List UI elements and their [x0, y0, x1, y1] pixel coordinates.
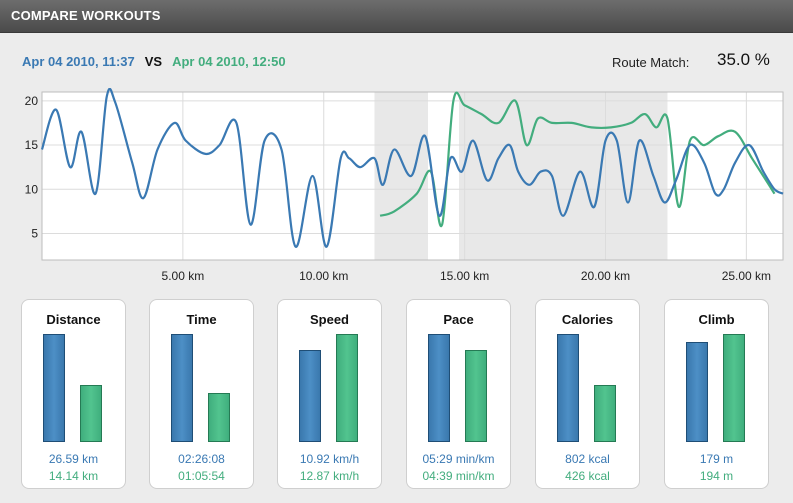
workout-b-value: 194 m — [699, 469, 734, 483]
workout-b-value: 04:39 min/km — [422, 469, 495, 483]
y-tick-label: 15 — [25, 138, 39, 152]
workout-a-value: 10.92 km/h — [299, 452, 360, 466]
y-tick-label: 5 — [31, 226, 38, 240]
workout-a-value: 179 m — [699, 452, 734, 466]
workout-b-value: 14.14 km — [48, 469, 99, 483]
panel-title: COMPARE WORKOUTS — [11, 8, 161, 23]
workout-a-value: 02:26:08 — [178, 452, 225, 466]
x-tick-label: 20.00 km — [581, 269, 630, 283]
workout-a-bar — [428, 334, 450, 442]
workout-b-value: 426 kcal — [565, 469, 610, 483]
workout-a-bar — [557, 334, 579, 442]
workout-a-bar — [43, 334, 65, 442]
route-match-label: Route Match: — [612, 55, 690, 70]
x-tick-label: 15.00 km — [440, 269, 489, 283]
stat-title: Speed — [309, 312, 349, 327]
stat-title: Climb — [698, 312, 735, 327]
workout-b-value: 12.87 km/h — [299, 469, 360, 483]
workout-a-date-link[interactable]: Apr 04 2010, 11:37 — [22, 54, 135, 69]
x-tick-label: 25.00 km — [722, 269, 771, 283]
stat-card-pace: Pace 05:29 min/km 04:39 min/km — [406, 299, 511, 489]
y-tick-label: 20 — [25, 94, 39, 108]
stat-card-distance: Distance 26.59 km 14.14 km — [21, 299, 126, 489]
workout-a-value: 26.59 km — [48, 452, 99, 466]
workout-a-bar — [171, 334, 193, 442]
plot-border — [41, 91, 784, 261]
workout-b-bar — [594, 385, 616, 442]
stat-card-time: Time 02:26:08 01:05:54 — [149, 299, 254, 489]
vs-label: VS — [144, 54, 163, 69]
stat-card-speed: Speed 10.92 km/h 12.87 km/h — [277, 299, 382, 489]
stat-card-calories: Calories 802 kcal 426 kcal — [535, 299, 640, 489]
workout-a-bar — [686, 342, 708, 442]
route-match-value: 35.0 % — [717, 50, 770, 69]
workout-a-bar — [299, 350, 321, 442]
workout-b-bar — [208, 393, 230, 442]
stat-title: Time — [186, 312, 217, 327]
workout-b-bar — [723, 334, 745, 442]
comparison-header: Apr 04 2010, 11:37 VS Apr 04 2010, 12:50 — [22, 54, 286, 72]
stat-title: Calories — [561, 312, 614, 327]
workout-b-bar — [336, 334, 358, 442]
workout-b-bar — [465, 350, 487, 442]
segment-highlight — [374, 92, 428, 260]
y-tick-label: 10 — [25, 182, 39, 196]
workout-a-value: 802 kcal — [565, 452, 610, 466]
stat-title: Pace — [443, 312, 474, 327]
x-tick-label: 5.00 km — [162, 269, 205, 283]
workout-a-value: 05:29 min/km — [422, 452, 495, 466]
speed-comparison-chart[interactable]: 5 10 15 20 5.00 km 10.00 km 15.00 km 20.00 km 25… — [0, 88, 793, 288]
stat-title: Distance — [46, 312, 101, 327]
workout-b-value: 01:05:54 — [178, 469, 225, 483]
segment-highlight — [458, 92, 668, 260]
workout-b-date-link[interactable]: Apr 04 2010, 12:50 — [172, 54, 286, 69]
title-bar: COMPARE WORKOUTS — [0, 0, 793, 33]
x-tick-label: 10.00 km — [299, 269, 348, 283]
stat-card-climb: Climb 179 m 194 m — [664, 299, 769, 489]
workout-a-line — [40, 88, 784, 248]
workout-b-bar — [80, 385, 102, 442]
